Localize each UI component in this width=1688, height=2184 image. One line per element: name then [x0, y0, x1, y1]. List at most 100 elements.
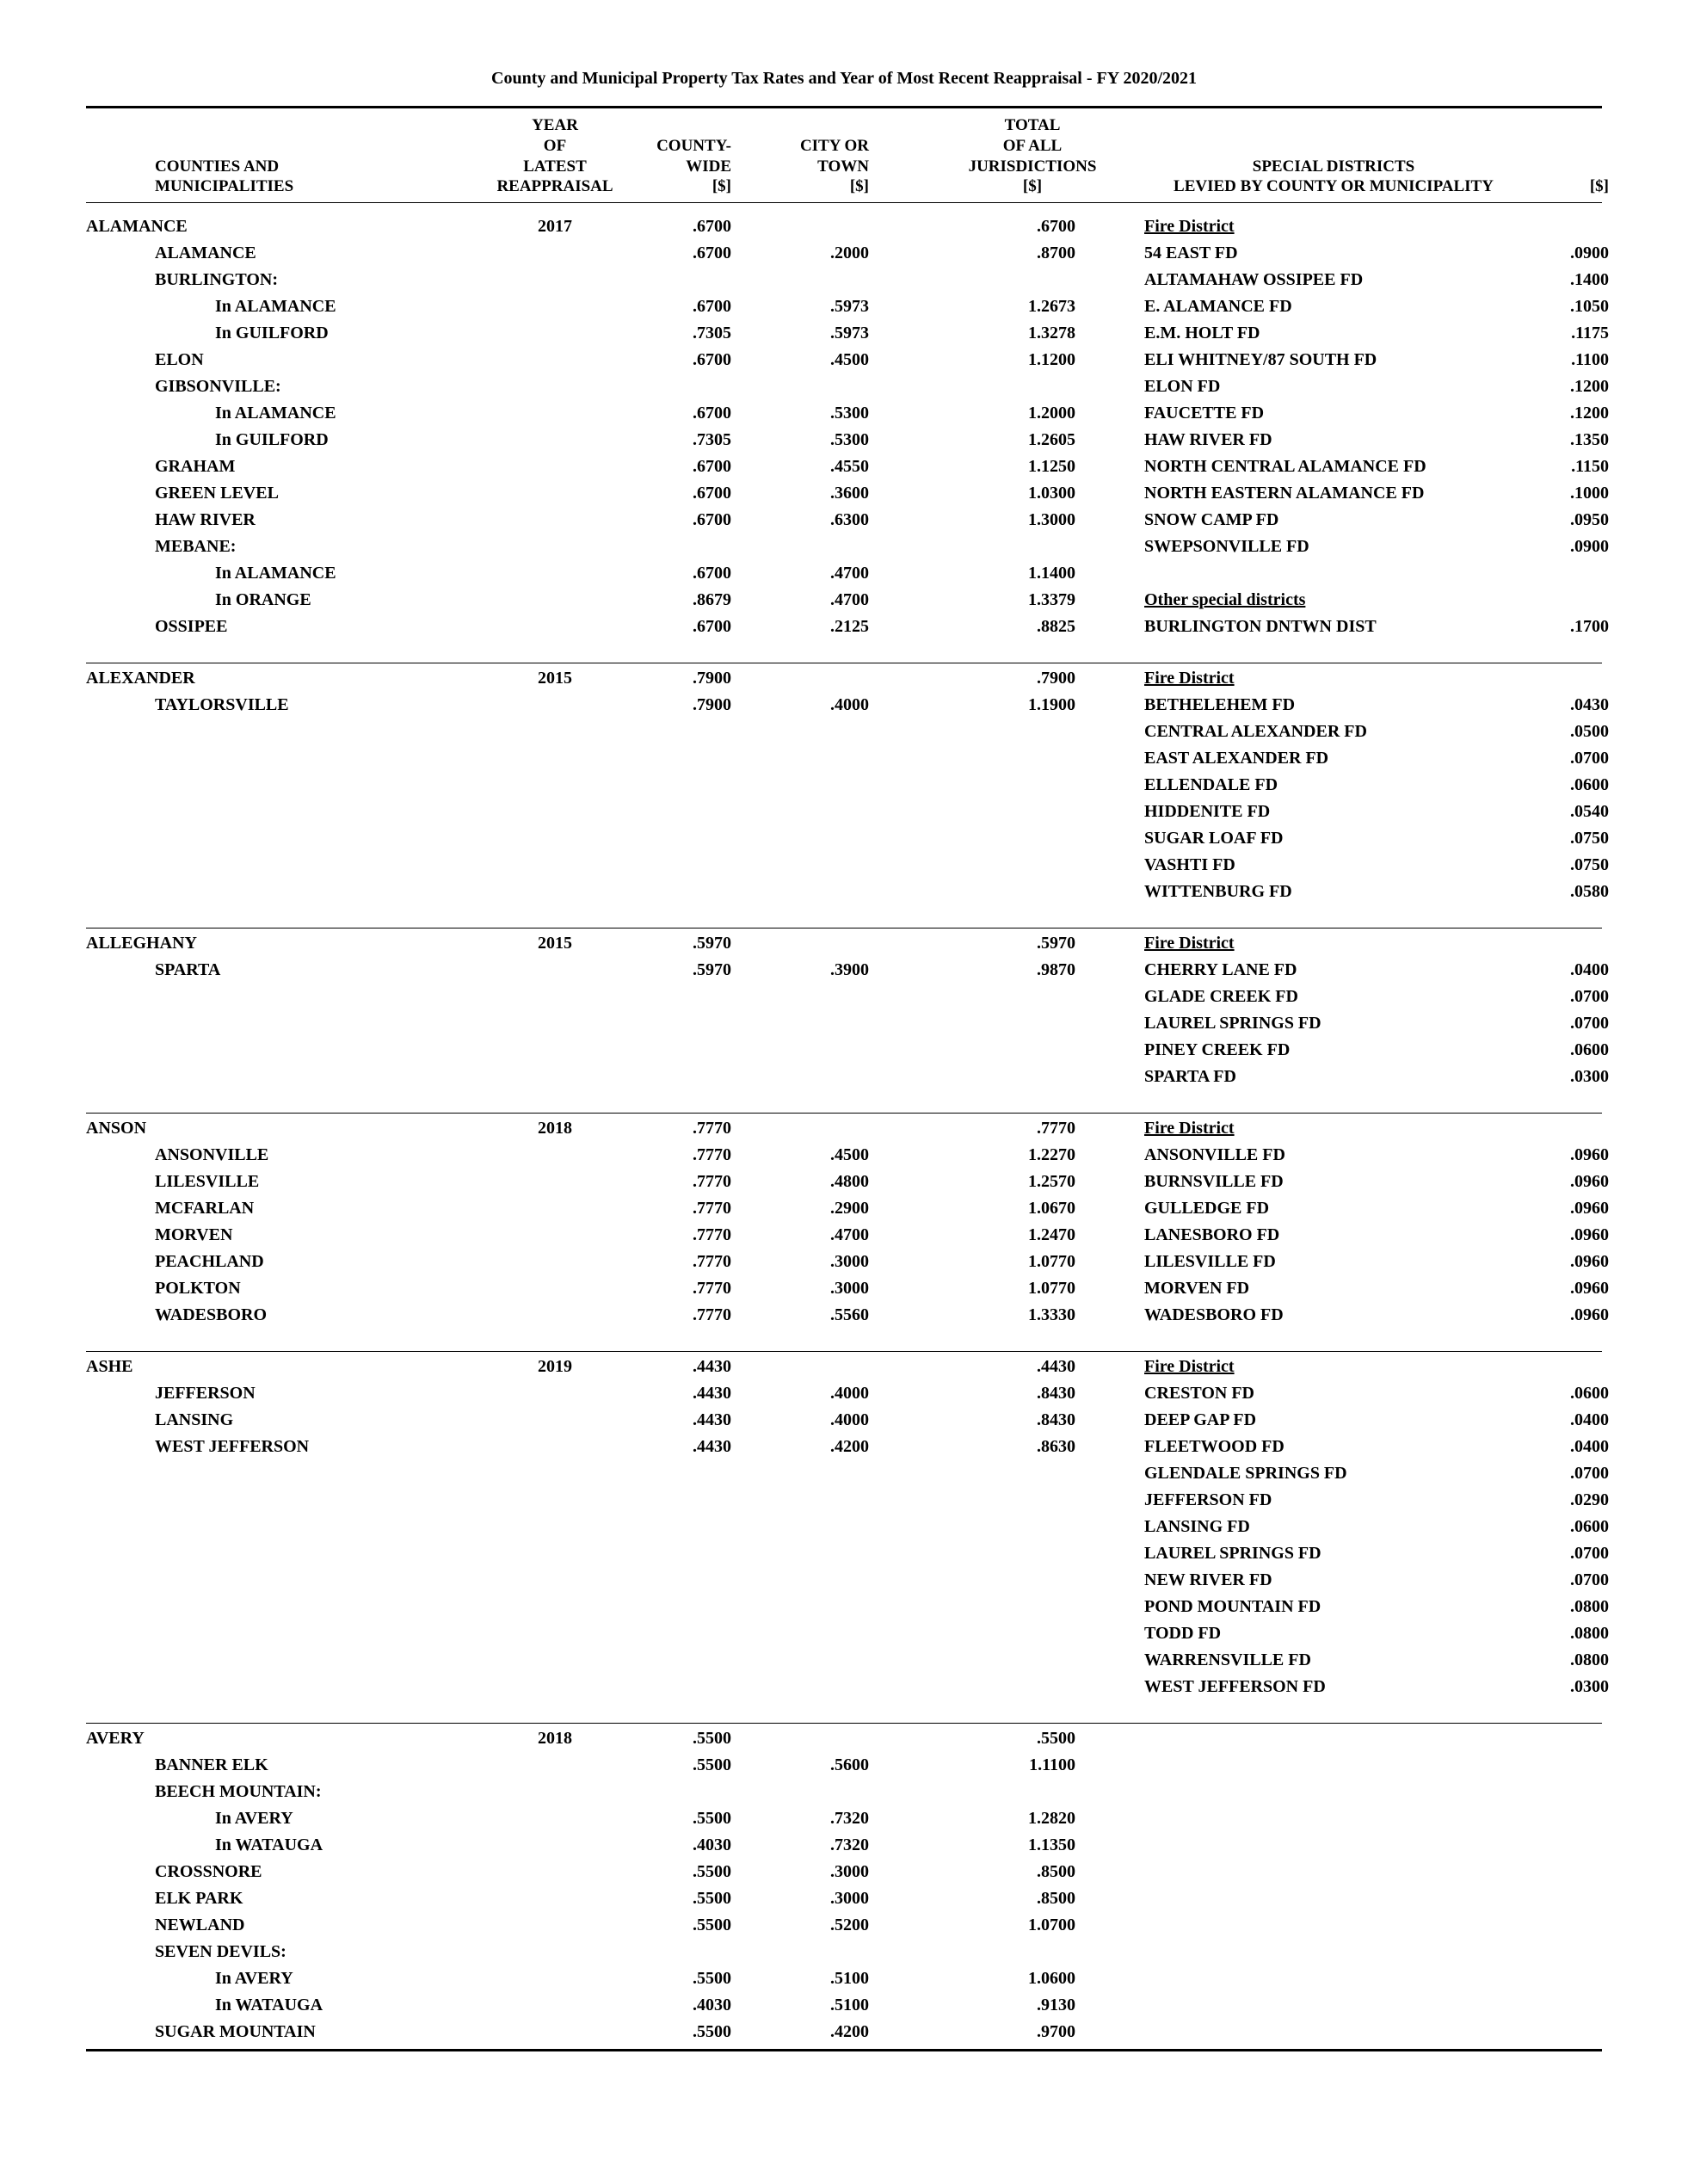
data-row: NEWLAND.5500.52001.0700 — [86, 1912, 1602, 1939]
total-rate: .8630 — [921, 1434, 1144, 1460]
county-rate: .4030 — [645, 1992, 783, 2019]
special-rate: .0700 — [1523, 745, 1609, 772]
city-rate: .4200 — [783, 2019, 921, 2045]
special-name — [1144, 560, 1523, 587]
county-rate: .4430 — [645, 1407, 783, 1434]
total-rate: 1.2000 — [921, 400, 1144, 427]
city-rate — [783, 1779, 921, 1805]
county-rate: .7305 — [645, 427, 783, 453]
special-name: HAW RIVER FD — [1144, 427, 1523, 453]
muni-name: WEST JEFFERSON — [86, 1434, 465, 1460]
data-row: JEFFERSON FD.0290 — [86, 1487, 1602, 1514]
data-row: TODD FD.0800 — [86, 1620, 1602, 1647]
special-rate: .1350 — [1523, 427, 1609, 453]
city-rate — [783, 267, 921, 293]
city-rate: .3000 — [783, 1859, 921, 1885]
data-row: MEBANE:SWEPSONVILLE FD.0900 — [86, 534, 1602, 560]
muni-name: MCFARLAN — [86, 1195, 465, 1222]
muni-name: BANNER ELK — [86, 1752, 465, 1779]
special-name: SWEPSONVILLE FD — [1144, 534, 1523, 560]
county-rate: .5500 — [645, 1912, 783, 1939]
special-rate: .0960 — [1523, 1195, 1609, 1222]
total-rate: 1.3379 — [921, 587, 1144, 614]
special-name: BURLINGTON DNTWN DIST — [1144, 614, 1523, 640]
data-row: NEW RIVER FD.0700 — [86, 1567, 1602, 1594]
total-rate: .9870 — [921, 957, 1144, 984]
city-rate — [783, 665, 921, 692]
special-rate: .0900 — [1523, 240, 1609, 267]
data-row: ELK PARK.5500.3000.8500 — [86, 1885, 1602, 1912]
county-rate: .7770 — [645, 1115, 783, 1142]
special-name: Fire District — [1144, 1354, 1523, 1380]
total-rate: .8430 — [921, 1380, 1144, 1407]
special-rate — [1523, 213, 1609, 240]
data-row: EAST ALEXANDER FD.0700 — [86, 745, 1602, 772]
muni-name: CROSSNORE — [86, 1859, 465, 1885]
special-name: VASHTI FD — [1144, 852, 1523, 879]
data-row: WEST JEFFERSON FD.0300 — [86, 1674, 1602, 1700]
muni-name: MORVEN — [86, 1222, 465, 1249]
special-name: POND MOUNTAIN FD — [1144, 1594, 1523, 1620]
city-rate: .5200 — [783, 1912, 921, 1939]
city-rate: .3000 — [783, 1885, 921, 1912]
muni-name: In WATAUGA — [86, 1992, 465, 2019]
data-row: VASHTI FD.0750 — [86, 852, 1602, 879]
muni-name: LANSING — [86, 1407, 465, 1434]
county-rate: .5500 — [645, 1859, 783, 1885]
special-rate — [1523, 930, 1609, 957]
page-title: County and Municipal Property Tax Rates … — [86, 69, 1602, 89]
data-row: ALLEGHANY2015.5970.5970Fire District — [86, 930, 1602, 957]
muni-name: SUGAR MOUNTAIN — [86, 2019, 465, 2045]
data-row: ANSON2018.7770.7770Fire District — [86, 1115, 1602, 1142]
special-rate: .0290 — [1523, 1487, 1609, 1514]
county-rate: .7900 — [645, 692, 783, 719]
muni-name: TAYLORSVILLE — [86, 692, 465, 719]
data-row: In WATAUGA.4030.73201.1350 — [86, 1832, 1602, 1859]
data-row: In GUILFORD.7305.59731.3278E.M. HOLT FD.… — [86, 320, 1602, 347]
special-name: ELLENDALE FD — [1144, 772, 1523, 799]
special-rate: .1150 — [1523, 453, 1609, 480]
special-name: LANSING FD — [1144, 1514, 1523, 1540]
data-row: WITTENBURG FD.0580 — [86, 879, 1602, 905]
special-rate: .0600 — [1523, 1380, 1609, 1407]
special-name: BETHELEHEM FD — [1144, 692, 1523, 719]
special-rate: .1200 — [1523, 373, 1609, 400]
city-rate — [783, 1354, 921, 1380]
muni-name: ELK PARK — [86, 1885, 465, 1912]
total-rate: 1.2820 — [921, 1805, 1144, 1832]
county-rate: .7770 — [645, 1222, 783, 1249]
total-rate: .5500 — [921, 1725, 1144, 1752]
city-rate: .4000 — [783, 692, 921, 719]
total-rate: 1.0670 — [921, 1195, 1144, 1222]
muni-name: GRAHAM — [86, 453, 465, 480]
special-name: DEEP GAP FD — [1144, 1407, 1523, 1434]
muni-name: PEACHLAND — [86, 1249, 465, 1275]
muni-name: In AVERY — [86, 1805, 465, 1832]
special-name: ALTAMAHAW OSSIPEE FD — [1144, 267, 1523, 293]
data-row: WARRENSVILLE FD.0800 — [86, 1647, 1602, 1674]
total-rate: 1.2673 — [921, 293, 1144, 320]
county-rate: .6700 — [645, 453, 783, 480]
county-rate — [645, 1779, 783, 1805]
county-rate: .6700 — [645, 347, 783, 373]
county-rate — [645, 373, 783, 400]
total-rate — [921, 1939, 1144, 1965]
muni-name: MEBANE: — [86, 534, 465, 560]
city-rate: .5300 — [783, 400, 921, 427]
muni-name: BEECH MOUNTAIN: — [86, 1779, 465, 1805]
year: 2015 — [465, 665, 645, 692]
data-row: ASHE2019.4430.4430Fire District — [86, 1354, 1602, 1380]
city-rate: .5100 — [783, 1965, 921, 1992]
special-rate: .0700 — [1523, 1010, 1609, 1037]
special-rate: .1400 — [1523, 267, 1609, 293]
special-rate: .0800 — [1523, 1647, 1609, 1674]
data-row: GLADE CREEK FD.0700 — [86, 984, 1602, 1010]
total-rate: 1.1100 — [921, 1752, 1144, 1779]
data-row: In ALAMANCE.6700.47001.1400 — [86, 560, 1602, 587]
muni-name: ANSONVILLE — [86, 1142, 465, 1169]
county-rate: .8679 — [645, 587, 783, 614]
data-row: ANSONVILLE.7770.45001.2270ANSONVILLE FD.… — [86, 1142, 1602, 1169]
city-rate: .4000 — [783, 1407, 921, 1434]
special-name: Fire District — [1144, 665, 1523, 692]
special-name: Fire District — [1144, 213, 1523, 240]
